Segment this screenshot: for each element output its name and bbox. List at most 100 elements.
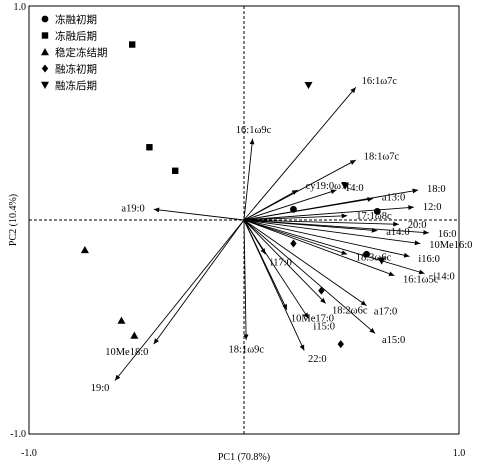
arrow-head-10me16-0 [414, 240, 421, 246]
vector-label-17-1-8c: 17:1ω8c [356, 211, 392, 222]
point-triangle-1 [80, 245, 89, 254]
vector-label-18-3-6c: 18:3ω6c [356, 253, 392, 264]
point-square-3 [172, 167, 179, 174]
vector-a15-0 [243, 219, 376, 334]
legend-label-square: 冻融后期 [55, 30, 97, 43]
vector-18-0 [243, 189, 419, 221]
arrow-head-10me17-0 [282, 303, 287, 310]
legend-label-triangle: 稳定冻结期 [55, 46, 108, 59]
x-tick-label-min: -1.0 [21, 448, 37, 459]
x-tick-label-max: 1.0 [453, 448, 466, 459]
vector-a19-0 [153, 208, 245, 221]
point-triangle-2 [117, 316, 126, 324]
vector-label-18-1-7c: 18:1ω7c [364, 151, 400, 162]
vector-label-i17-0: i17:0 [270, 257, 292, 268]
vector-label-10me18-0: 10Me18:0 [105, 347, 148, 358]
vector-label-cy19-0-7c: cy19:0ω7c [306, 181, 352, 192]
vector-label-a17-0: a17:0 [374, 306, 397, 317]
arrow-head-cy19-0-7c [291, 190, 298, 195]
vector-i14-0 [243, 219, 425, 274]
arrow-head-20-0 [393, 221, 399, 227]
vector-label-12-0: 12:0 [423, 202, 442, 213]
arrow-head-16-1-9c [249, 138, 255, 145]
vector-label-i15-0: i15:0 [313, 321, 335, 332]
vector-label-16-1-5c: 16:1ω5c [403, 274, 439, 285]
legend-marker-square [41, 32, 49, 39]
point-square-1 [129, 41, 136, 48]
x-axis-label: PC1 (70.8%) [218, 452, 270, 463]
arrow-head-17-1-8c [341, 213, 348, 219]
arrow-head-12-0 [408, 205, 414, 211]
vector-label-a13-0: a13:0 [382, 193, 405, 204]
point-diamond-3 [337, 340, 344, 349]
sample-points [80, 41, 386, 349]
vector-label-18-1-9c: 18:1ω9c [229, 344, 265, 355]
vector-i15-0 [243, 219, 309, 319]
vector-label-22-0: 22:0 [308, 354, 327, 365]
arrow-head-16-1-7c [350, 87, 356, 94]
vector-18-3-6c [243, 219, 348, 255]
legend-label-triangle-down: 融冻后期 [55, 79, 97, 92]
vector-10me18-0 [153, 219, 245, 345]
vector-14-0 [243, 189, 337, 221]
vector-12-0 [243, 206, 414, 221]
point-circle-3 [363, 250, 370, 258]
vector-label-a19-0: a19:0 [121, 204, 144, 215]
arrow-head-16-0 [423, 230, 429, 235]
vector-a17-0 [243, 219, 367, 306]
y-tick-label-min: -1.0 [10, 429, 26, 440]
legend-label-circle: 冻融初期 [55, 13, 97, 26]
y-axis-label: PC2 (10.4%) [8, 194, 19, 246]
arrow-head-a19-0 [153, 207, 160, 213]
vector-label-a14-0: a14:0 [386, 227, 409, 238]
arrow-head-14-0 [330, 189, 337, 195]
legend-marker-triangle [41, 48, 49, 56]
vector-i16-0 [243, 219, 410, 257]
legend-marker-diamond [41, 64, 49, 73]
point-triangle-down-1 [304, 81, 313, 90]
vector-16-1-9c [243, 138, 254, 221]
arrow-head-i15-0 [303, 312, 309, 319]
point-diamond-1 [290, 239, 297, 248]
y-tick-label-max: 1.0 [14, 2, 27, 13]
arrow-head-i14-0 [418, 269, 425, 275]
arrow-head-i17-0 [260, 248, 266, 255]
arrow-head-i16-0 [403, 252, 410, 258]
arrow-head-a17-0 [360, 300, 367, 306]
vector-label-18-2-6c: 18:2ω6c [332, 305, 368, 316]
vector-label-10me16-0: 10Me16:0 [429, 240, 472, 251]
arrow-head-18-2-6c [320, 297, 326, 304]
vector-label-16-1-9c: 16:1ω9c [236, 125, 272, 136]
vector-18-2-6c [243, 219, 327, 304]
point-triangle-3 [130, 331, 139, 339]
vector-label-20-0: 20:0 [408, 220, 427, 231]
arrow-head-18-3-6c [341, 250, 348, 255]
legend-marker-triangle-down [41, 81, 49, 89]
vector-label-i16-0: i16:0 [418, 254, 440, 265]
point-circle-1 [290, 205, 297, 213]
vector-17-1-8c [243, 215, 348, 221]
vector-label-a15-0: a15:0 [382, 335, 405, 346]
arrow-head-22-0 [299, 344, 305, 351]
vector-label-14-0: 14:0 [345, 183, 364, 194]
arrow-head-10me18-0 [153, 338, 159, 345]
axis-ticks: -1.0 1.0 1.0 -1.0 [10, 2, 465, 459]
vector-22-0 [243, 219, 305, 351]
legend-marker-circle [41, 15, 49, 23]
point-triangle-down-2 [341, 182, 350, 190]
arrow-head-18-1-7c [349, 160, 356, 165]
vector-16-1-7c [243, 87, 357, 221]
point-triangle-down-3 [377, 257, 386, 265]
vector-10me16-0 [243, 219, 421, 244]
vector-label-i14-0: i14:0 [433, 272, 455, 283]
vector-label-18-0: 18:0 [427, 184, 446, 195]
vector-label-16-1-7c: 16:1ω7c [362, 76, 398, 87]
arrow-head-18-0 [412, 188, 419, 194]
vector-label-10me17-0: 10Me17:0 [291, 313, 334, 324]
vector-16-1-5c [243, 219, 395, 277]
vector-19-0 [114, 219, 245, 381]
vector-label-19-0: 19:0 [91, 383, 110, 394]
arrow-head-19-0 [115, 374, 121, 381]
